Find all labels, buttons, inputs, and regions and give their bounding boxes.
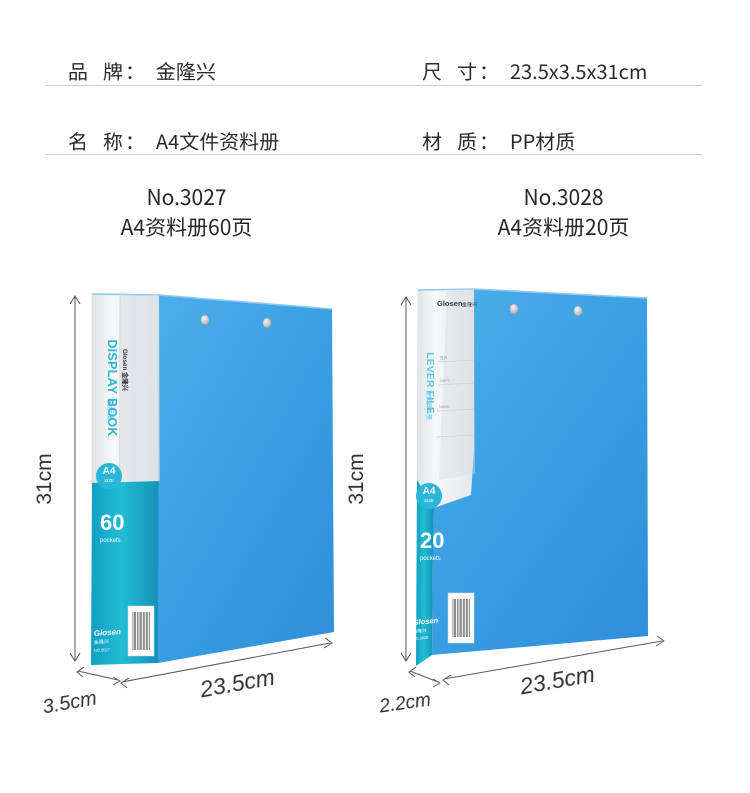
svg-text:pockets: pockets [420, 556, 441, 562]
svg-text:A4: A4 [423, 486, 436, 497]
svg-text:姓名: 姓名 [440, 355, 448, 361]
svg-text:SIZE: SIZE [424, 498, 434, 503]
svg-text:仪长资料册: 仪长资料册 [425, 390, 434, 420]
svg-text:20: 20 [420, 528, 444, 553]
svg-text:Glosen: Glosen [437, 299, 463, 308]
svg-text:DEPT: DEPT [440, 379, 451, 383]
svg-text:金隆兴: 金隆兴 [413, 628, 427, 635]
svg-text:金隆兴: 金隆兴 [462, 301, 477, 308]
svg-text:NAME: NAME [439, 405, 450, 409]
